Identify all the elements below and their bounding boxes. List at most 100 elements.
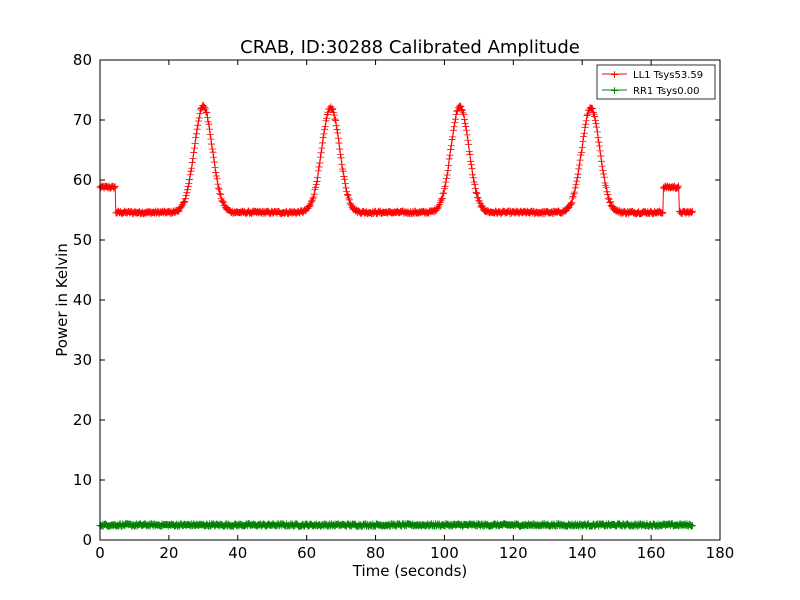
data-point xyxy=(659,209,667,217)
data-point xyxy=(600,173,608,181)
series-1 xyxy=(96,520,696,530)
data-point xyxy=(214,184,222,192)
data-point xyxy=(451,115,459,123)
data-point xyxy=(202,108,210,116)
data-point xyxy=(444,166,452,174)
data-point xyxy=(195,114,203,122)
plot-area: 0 20 40 60 80 100 120 140 160 180 0 10 20 30 40 50 60 70 8… xyxy=(73,51,734,562)
data-point xyxy=(478,202,486,210)
legend-marker-rr1: + xyxy=(610,84,619,97)
data-point xyxy=(195,117,203,125)
data-point xyxy=(567,200,575,208)
y-tick-label: 50 xyxy=(73,231,92,249)
data-point xyxy=(688,207,696,215)
data-point xyxy=(675,182,683,190)
data-point xyxy=(310,193,318,201)
data-point xyxy=(207,135,215,143)
data-point xyxy=(196,110,204,118)
data-point xyxy=(597,152,605,160)
data-point xyxy=(582,117,590,125)
data-point xyxy=(589,105,597,113)
data-point xyxy=(595,142,603,150)
data-point xyxy=(323,114,331,122)
data-point xyxy=(591,112,599,120)
data-point xyxy=(453,107,461,115)
x-tick-label: 40 xyxy=(228,544,247,562)
data-point xyxy=(571,184,579,192)
data-point xyxy=(599,167,607,175)
data-point xyxy=(578,144,586,152)
ticks-layer: 0 20 40 60 80 100 120 140 160 180 0 10 20 30 40 50 60 70 8… xyxy=(73,51,734,562)
data-point xyxy=(330,111,338,119)
data-point xyxy=(336,145,344,153)
data-point xyxy=(442,178,450,186)
data-point xyxy=(445,155,453,163)
y-tick-label: 40 xyxy=(73,291,92,309)
data-point xyxy=(335,139,343,147)
data-point xyxy=(606,198,614,206)
data-point xyxy=(342,184,350,192)
data-point xyxy=(316,159,324,167)
x-axis-label: Time (seconds) xyxy=(352,562,468,580)
data-point xyxy=(458,105,466,113)
data-point xyxy=(320,130,328,138)
data-point xyxy=(339,167,347,175)
data-point xyxy=(582,120,590,128)
data-point xyxy=(181,197,189,205)
data-point xyxy=(450,123,458,131)
data-point xyxy=(602,184,610,192)
y-tick-label: 30 xyxy=(73,351,92,369)
data-point xyxy=(447,142,455,150)
data-point xyxy=(177,202,185,210)
data-point xyxy=(217,190,225,198)
plot-background xyxy=(100,60,720,540)
data-point xyxy=(209,148,217,156)
data-point xyxy=(213,175,221,183)
data-point xyxy=(469,171,477,179)
legend-label-ll1: LL1 Tsys53.59 xyxy=(633,70,703,81)
data-point xyxy=(184,183,192,191)
data-point xyxy=(462,122,470,130)
data-point xyxy=(334,129,342,137)
x-tick-label: 160 xyxy=(637,544,666,562)
data-point xyxy=(321,123,329,131)
data-point xyxy=(595,138,603,146)
series-layer xyxy=(96,101,696,530)
data-point xyxy=(465,147,473,155)
data-point xyxy=(447,145,455,153)
data-point xyxy=(594,134,602,141)
data-point xyxy=(328,106,336,114)
data-point xyxy=(309,195,317,203)
data-point xyxy=(439,189,447,197)
data-point xyxy=(186,175,194,183)
legend-label-rr1: RR1 Tsys0.00 xyxy=(633,86,700,97)
data-point xyxy=(580,129,588,137)
data-point xyxy=(212,172,220,180)
data-point xyxy=(181,195,189,203)
data-point xyxy=(569,194,577,202)
data-point xyxy=(211,164,219,172)
data-point xyxy=(449,126,457,134)
data-point xyxy=(183,189,191,197)
data-point xyxy=(332,116,340,124)
data-point xyxy=(576,156,584,164)
data-point xyxy=(343,190,351,198)
data-point xyxy=(111,183,119,191)
data-point xyxy=(468,165,476,173)
data-point xyxy=(336,150,344,158)
y-tick-label: 80 xyxy=(73,51,92,69)
data-point xyxy=(579,137,587,145)
data-point xyxy=(306,201,314,209)
data-point xyxy=(214,180,222,188)
data-point xyxy=(592,119,600,127)
data-point xyxy=(208,140,216,148)
data-point xyxy=(446,151,454,159)
data-point xyxy=(573,174,581,182)
data-point xyxy=(334,134,342,142)
y-tick-label: 0 xyxy=(82,531,92,549)
y-tick-label: 60 xyxy=(73,171,92,189)
data-point xyxy=(313,178,321,186)
data-point xyxy=(305,203,313,211)
data-point xyxy=(673,183,681,191)
data-point xyxy=(445,161,453,169)
